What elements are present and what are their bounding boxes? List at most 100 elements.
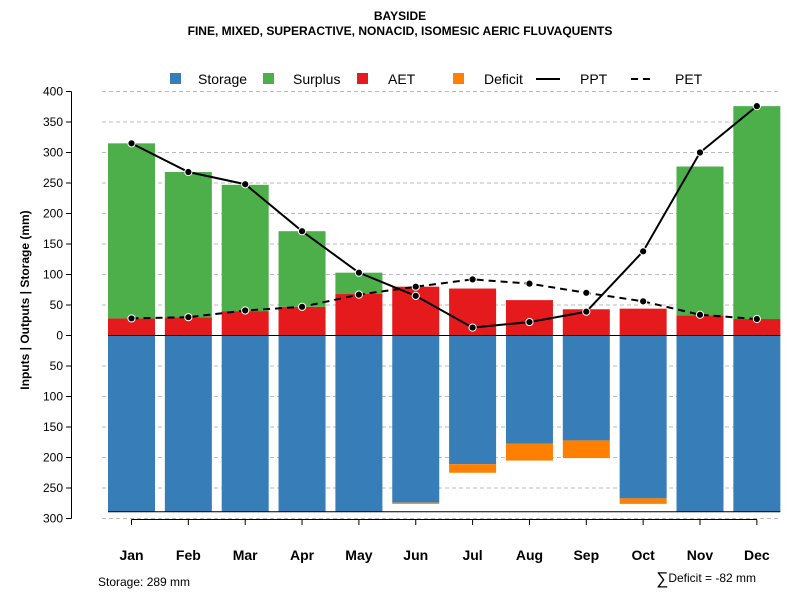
legend-label: Storage: [198, 71, 247, 87]
ppt-point: [127, 139, 136, 148]
y-tick-label: 50: [50, 298, 64, 312]
pet-point: [241, 306, 250, 315]
y-tick-label: 350: [43, 115, 63, 129]
y-tick-label: 150: [43, 420, 63, 434]
legend-item: AET: [357, 71, 416, 87]
y-axis-label: Inputs | Outputs | Storage (mm): [18, 210, 32, 390]
pet-point: [354, 290, 363, 299]
y-tick-label: 200: [43, 207, 63, 221]
aet-bar: [733, 319, 781, 336]
legend-swatch: [453, 73, 464, 84]
deficit-bar: [392, 502, 440, 504]
storage-bar: [733, 335, 781, 512]
storage-bar: [505, 335, 553, 444]
x-tick-label: Feb: [176, 547, 201, 563]
aet-bar: [278, 306, 326, 336]
sum-icon: ∑: [656, 569, 669, 588]
y-tick-label: 300: [43, 146, 63, 160]
pet-point: [468, 275, 477, 284]
legend-swatch: [263, 73, 274, 84]
chart-title: BAYSIDE: [373, 9, 427, 23]
ppt-point: [297, 227, 307, 236]
ppt-point: [695, 148, 705, 157]
ppt-point: [468, 323, 477, 332]
pet-line: [131, 278, 757, 321]
pet-point: [411, 282, 420, 291]
ppt-point: [184, 167, 193, 177]
deficit-caption: ∑Deficit = -82 mm: [656, 569, 756, 589]
legend-label: PPT: [580, 71, 608, 87]
x-tick-label: Nov: [687, 547, 714, 563]
x-tick-label: Dec: [744, 547, 770, 563]
deficit-caption-text: Deficit = -82 mm: [668, 571, 756, 585]
x-tick-label: Apr: [290, 547, 315, 563]
aet-bar: [164, 317, 212, 336]
y-tick-label: 150: [43, 237, 63, 251]
legend-label: Surplus: [293, 71, 340, 87]
storage-bar: [562, 335, 610, 441]
surplus-bar: [108, 143, 155, 319]
aet-bar: [505, 300, 553, 336]
storage-bar: [449, 335, 497, 465]
ppt-point: [752, 102, 761, 111]
pet-point: [297, 302, 307, 311]
y-tick-label: 400: [43, 85, 63, 99]
aet-bar: [108, 318, 155, 336]
aet-bar: [335, 294, 383, 336]
y-tick-label: 0: [56, 329, 63, 343]
storage-bar: [335, 335, 383, 512]
x-tick-label: Jun: [403, 547, 428, 563]
legend-item: Storage: [170, 71, 247, 87]
ppt-point: [582, 307, 591, 316]
x-tick-label: Jan: [119, 547, 143, 563]
storage-bar: [278, 335, 326, 512]
y-tick-label: 100: [43, 390, 63, 404]
ppt-point: [525, 317, 534, 327]
pet-point: [127, 314, 136, 323]
legend-label: PET: [675, 71, 703, 87]
ppt-point: [411, 291, 420, 300]
ppt-point: [241, 180, 250, 189]
pet-point: [752, 314, 761, 324]
y-tick-label: 50: [50, 359, 64, 373]
ppt-point: [639, 247, 648, 256]
surplus-bar: [733, 106, 781, 320]
y-tick-label: 100: [43, 268, 63, 282]
pet-point: [695, 310, 705, 319]
storage-bar: [619, 335, 667, 499]
legend-swatch: [357, 73, 368, 84]
pet-point: [639, 297, 648, 306]
surplus-bar: [221, 184, 269, 312]
legend-item: PET: [631, 71, 703, 87]
y-tick-label: 300: [43, 512, 63, 526]
legend-item: Surplus: [263, 71, 340, 87]
x-tick-label: Jul: [462, 547, 482, 563]
deficit-bar: [619, 498, 667, 504]
storage-bar: [221, 335, 269, 512]
chart-subtitle: FINE, MIXED, SUPERACTIVE, NONACID, ISOME…: [187, 24, 613, 38]
aet-bar: [676, 315, 724, 336]
legend-item: Deficit: [453, 71, 523, 87]
legend-label: Deficit: [484, 71, 523, 87]
storage-bar: [164, 335, 212, 512]
legend-swatch: [170, 73, 181, 84]
x-tick-label: May: [345, 547, 372, 563]
pet-point: [525, 279, 534, 288]
ppt-line: [131, 105, 758, 329]
storage-bar: [108, 335, 155, 512]
aet-bar: [221, 311, 269, 336]
deficit-bar: [562, 440, 610, 459]
gridlines: [102, 91, 778, 519]
deficit-bar: [505, 443, 553, 461]
x-tick-label: Sep: [573, 547, 599, 563]
aet-bar: [619, 308, 667, 336]
storage-bar: [676, 335, 724, 512]
y-tick-label: 200: [43, 451, 63, 465]
legend-item: PPT: [536, 71, 608, 87]
pet-point: [582, 288, 591, 297]
storage-bar: [392, 335, 440, 503]
legend-label: AET: [388, 71, 416, 87]
x-tick-label: Mar: [233, 547, 258, 563]
x-tick-label: Aug: [516, 547, 543, 563]
